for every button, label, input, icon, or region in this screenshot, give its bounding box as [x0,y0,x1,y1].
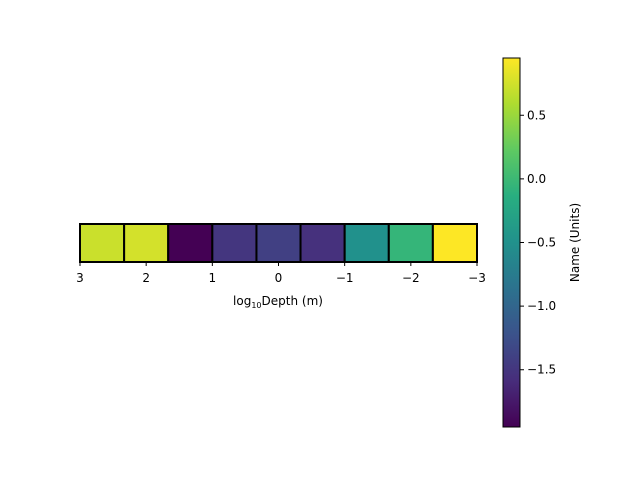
colorbar-label: Name (Units) [568,203,582,282]
heatmap-cell [123,223,170,263]
x-axis-label-subscript: 10 [251,301,261,310]
heatmap-cell [167,223,214,263]
heatmap-cell [387,223,434,263]
colorbar-gradient [503,58,520,427]
heatmap-cell [343,223,390,263]
x-tick-label: −1 [336,271,354,285]
colorbar-tick-label: −1.0 [527,299,556,313]
plot-area [79,223,478,263]
colorbar-ticks: 0.5 0.0 −0.5 −1.0 −1.5 [520,108,556,377]
x-axis: 3 2 1 0 −1 −2 −3 [76,262,486,285]
colorbar-tick-label: 0.0 [527,172,546,186]
heatmap-cell [211,223,258,263]
x-tick-label: −3 [468,271,486,285]
heatmap-cell [255,223,302,263]
heatmap-cells [79,223,478,263]
x-tick-label: 2 [142,271,150,285]
x-tick-label: 0 [275,271,283,285]
x-axis-label-prefix: log [233,294,251,308]
x-axis-label: log10Depth (m) [233,294,323,310]
x-tick-label: 3 [76,271,84,285]
heatmap-cell [431,223,478,263]
heatmap-cell [79,223,126,263]
x-axis-label-suffix: Depth (m) [262,294,323,308]
colorbar: 0.5 0.0 −0.5 −1.0 −1.5 Name (Units) [502,57,582,428]
x-tick-label: 1 [209,271,217,285]
heatmap-cell [299,223,346,263]
colorbar-tick-label: 0.5 [527,108,546,122]
x-tick-label: −2 [402,271,420,285]
colorbar-tick-label: −0.5 [527,236,556,250]
colorbar-tick-label: −1.5 [527,363,556,377]
